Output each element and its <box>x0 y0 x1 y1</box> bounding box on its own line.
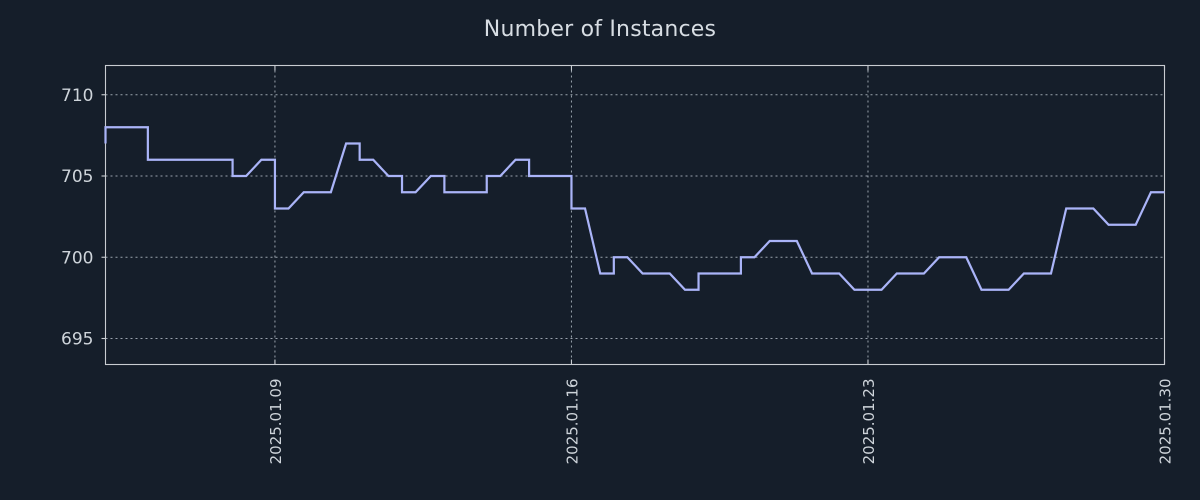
y-tick-label: 710 <box>61 86 93 106</box>
x-axis-labels: 2025.01.09 2025.01.16 2025.01.23 2025.01.30 <box>267 379 1175 465</box>
y-tick-label: 705 <box>61 167 93 187</box>
chart-title: Number of Instances <box>483 17 717 42</box>
x-tick-label: 2025.01.16 <box>563 379 581 465</box>
gridlines-group <box>105 65 1165 365</box>
y-tick-label: 700 <box>61 248 93 268</box>
x-tick-label: 2025.01.30 <box>1157 379 1175 465</box>
y-tick-label: 695 <box>61 330 93 350</box>
axis-ticks-group <box>101 65 1166 365</box>
series-line-number-of-instances <box>104 126 1165 291</box>
x-tick-label: 2025.01.23 <box>860 379 878 465</box>
x-tick-label: 2025.01.09 <box>267 379 285 465</box>
plot-frame <box>104 64 1166 366</box>
y-axis-labels: 695 700 705 710 <box>61 86 93 350</box>
